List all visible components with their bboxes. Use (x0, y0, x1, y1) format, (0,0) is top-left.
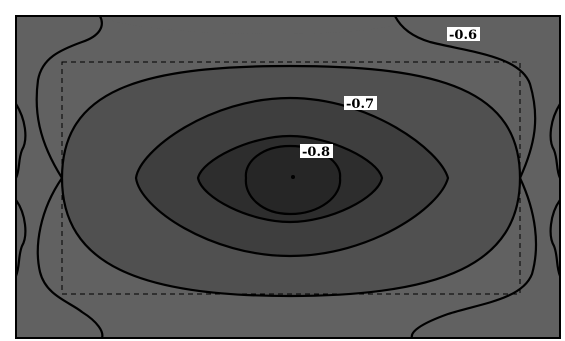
contour-line-outer-bottom (36, 177, 104, 339)
contour-line-left-lobe (14, 103, 27, 277)
contour-label-minus-0-6: -0.6 (447, 27, 480, 43)
contour-line-level-0-7 (60, 64, 522, 298)
contour-line-outer-top (35, 15, 103, 179)
contour-label-text-minus-0-6: -0.6 (449, 28, 477, 43)
contour-band-minus-0-6 (100, 16, 406, 34)
plot-frame (15, 15, 561, 339)
contour-line-right-lobe (549, 103, 562, 277)
contour-line-outer-top-right (394, 15, 537, 179)
center-point (291, 175, 295, 179)
contour-line-level-0-8 (196, 134, 384, 224)
dashed-region-outline (61, 61, 521, 295)
contour-label-text-minus-0-7: -0.7 (346, 97, 374, 112)
contour-line-outer-bottom-right (410, 177, 538, 339)
contour-label-text-minus-0-8: -0.8 (302, 145, 330, 160)
contour-label-minus-0-8: -0.8 (300, 144, 333, 160)
contour-label-minus-0-7: -0.7 (344, 96, 377, 112)
contour-line-level-0-75 (134, 96, 450, 258)
contour-line-level-0-85 (244, 144, 342, 216)
contour-band-core (245, 146, 341, 214)
